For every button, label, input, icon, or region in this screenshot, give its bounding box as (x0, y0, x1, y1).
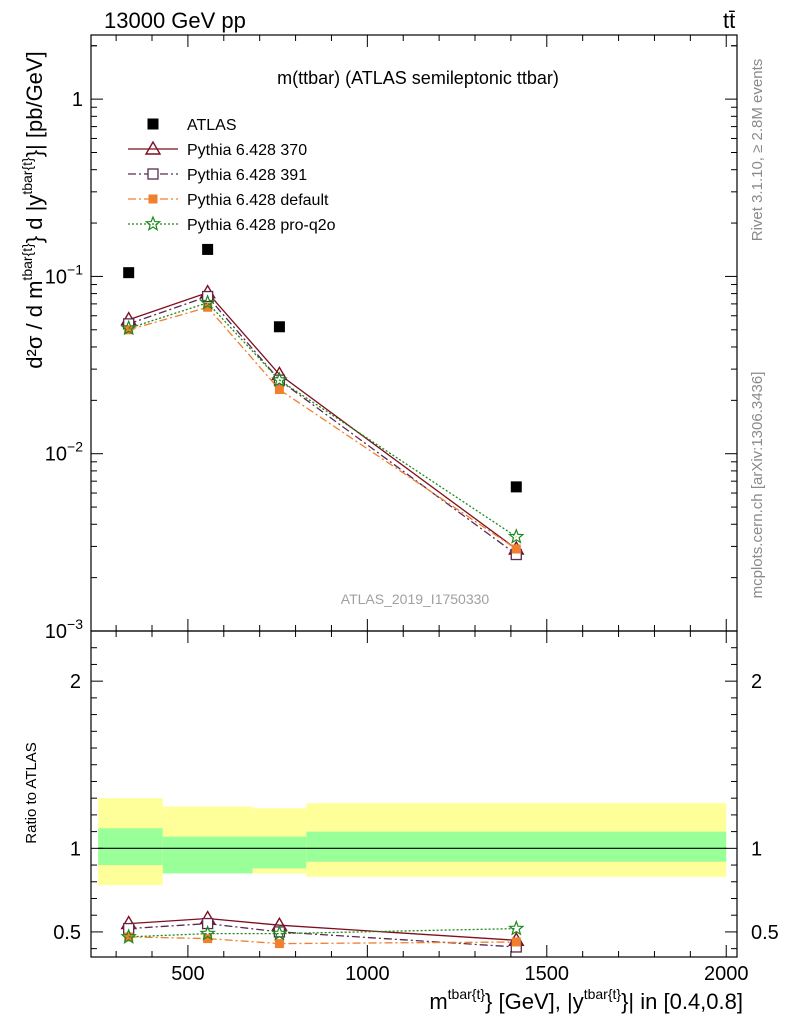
ratio-point-p391 (201, 917, 214, 930)
main-y-tick-label: 1 (72, 89, 83, 111)
main-point-pdefault (124, 325, 134, 335)
ratio-y-tick-label: 0.5 (53, 922, 81, 944)
ratio-line-pq2o (128, 927, 517, 938)
rivet-label: Rivet 3.1.10, ≥ 2.8M events (749, 59, 766, 242)
ratio-y-tick-label: 1 (70, 838, 81, 860)
main-line-p370 (128, 291, 517, 550)
ratio-band-inner (306, 831, 727, 862)
main-y-axis-label: d²σ / d mtbar{t}} d |ytbar{t}}| [pb/GeV] (19, 51, 47, 368)
ratio-band-inner (98, 828, 163, 866)
main-point-pq2o (120, 319, 137, 336)
legend-marker-atlas (147, 118, 159, 130)
main-y-tick-label: 10−3 (45, 616, 83, 643)
x-label-part: tbar{t} (448, 986, 486, 1002)
legend-marker-p370 (144, 140, 162, 155)
ratio-point-pdefault (274, 939, 284, 949)
ratio-line-p391 (128, 922, 517, 948)
legend-label-atlas: ATLAS (187, 117, 237, 134)
main-point-pq2o (508, 528, 525, 544)
main-y-label-part: }| [pb/GeV] (22, 51, 47, 157)
main-point-pdefault (274, 385, 284, 395)
x-label-part: }| in [0.4,0.8] (621, 989, 743, 1014)
main-point-pq2o (199, 294, 216, 310)
ratio-line-pdefault (128, 936, 517, 945)
legend-label-pdefault: Pythia 6.428 default (187, 192, 329, 209)
ratio-line-p370 (128, 917, 517, 941)
main-point-pq2o (271, 371, 288, 388)
x-label-part: tbar{t} (584, 986, 622, 1002)
legend-marker-p391 (147, 168, 159, 180)
ratio-y-tick-label-right: 1 (751, 838, 762, 860)
main-y-label-part: tbar{t} (19, 243, 35, 281)
legend-label-pq2o: Pythia 6.428 pro-q2o (187, 217, 336, 234)
legend-label-p391: Pythia 6.428 391 (187, 167, 307, 184)
x-tick-label: 1000 (345, 963, 390, 985)
main-point-atlas (510, 481, 522, 493)
main-y-label-part: } d |y (22, 195, 47, 244)
legend-label-p370: Pythia 6.428 370 (187, 142, 307, 159)
main-point-pdefault (511, 544, 521, 554)
x-label-part: m (429, 989, 447, 1014)
main-y-tick-label: 10−2 (45, 439, 83, 466)
main-y-tick-label: 10−1 (45, 261, 83, 288)
main-point-atlas (123, 267, 135, 279)
ratio-point-pq2o (271, 924, 288, 941)
ratio-point-pdefault (124, 932, 134, 942)
legend-marker-pdefault (148, 194, 158, 204)
main-line-pq2o (128, 302, 517, 538)
ratio-point-pq2o (120, 928, 137, 944)
ratio-band-inner (252, 836, 307, 869)
svg-text:d²σ / d mtbar{t}} d |ytbar{t}}: d²σ / d mtbar{t}} d |ytbar{t}}| [pb/GeV] (19, 51, 47, 368)
ratio-y-axis-label: Ratio to ATLAS (23, 742, 40, 843)
header-right: tt̄ (723, 8, 735, 33)
main-point-atlas (202, 243, 214, 255)
ratio-band-inner (162, 836, 253, 874)
x-axis-label: mtbar{t}} [GeV], |ytbar{t}}| in [0.4,0.8… (429, 986, 743, 1014)
ratio-point-pq2o (507, 919, 525, 936)
ratio-y-tick-label-right: 0.5 (751, 922, 779, 944)
main-y-label-part: tbar{t} (19, 157, 35, 195)
ratio-point-pdefault (511, 937, 521, 947)
x-tick-label: 1500 (525, 963, 570, 985)
ratio-y-tick-label: 2 (70, 671, 81, 693)
ratio-point-pdefault (203, 934, 213, 944)
x-tick-label: 2000 (704, 963, 749, 985)
analysis-watermark: ATLAS_2019_I1750330 (341, 591, 490, 607)
main-point-atlas (273, 321, 285, 333)
main-point-pdefault (203, 302, 213, 312)
mcplots-label: mcplots.cern.ch [arXiv:1306.3436] (749, 372, 766, 599)
ratio-y-tick-label-right: 2 (751, 671, 762, 693)
main-title: m(ttbar) (ATLAS semileptonic ttbar) (277, 68, 559, 88)
legend-marker-pq2o (144, 215, 162, 232)
ratio-plot-frame (90, 630, 738, 958)
main-y-label-part: d²σ / d m (22, 281, 47, 369)
main-line-p391 (128, 295, 517, 556)
x-tick-label: 500 (171, 963, 204, 985)
ratio-point-pq2o (199, 924, 216, 941)
legend: ATLAS Pythia 6.428 370 Pythia 6.428 391 Pyt… (128, 117, 336, 234)
main-line-pdefault (128, 306, 517, 550)
header-left: 13000 GeV pp (104, 8, 246, 33)
x-label-part: } [GeV], |y (485, 989, 584, 1014)
